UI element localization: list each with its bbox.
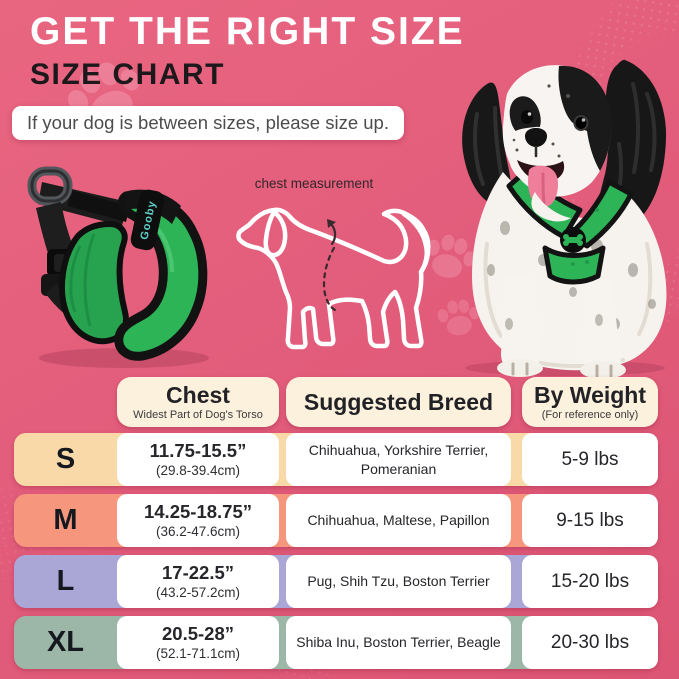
breed-cell: Shiba Inu, Boston Terrier, Beagle	[286, 616, 511, 669]
dog-right-eye	[573, 115, 589, 131]
weight-cell: 9-15 lbs	[522, 494, 658, 547]
dog-front-leg	[583, 280, 621, 374]
chest-cm: (52.1-71.1cm)	[155, 645, 241, 661]
dog-front-leg	[501, 276, 540, 372]
chest-cell: 11.75-15.5” (29.8-39.4cm)	[117, 433, 279, 486]
table-row-xl: XL 20.5-28” (52.1-71.1cm) Shiba Inu, Bos…	[14, 616, 658, 669]
chest-inches: 17-22.5”	[162, 562, 234, 584]
dog-left-eye	[521, 110, 533, 124]
harness-chest-band	[114, 191, 208, 361]
weight-range: 9-15 lbs	[556, 509, 624, 531]
brand-tag: Gooby	[130, 189, 165, 251]
table-header-row: Chest Widest Part of Dog's Torso Suggest…	[14, 377, 658, 427]
size-label: S	[55, 443, 76, 475]
harness-shadow	[39, 348, 209, 368]
breed-cell: Chihuahua, Maltese, Papillon	[286, 494, 511, 547]
weight-cell: 20-30 lbs	[522, 616, 658, 669]
page-subtitle: SIZE CHART	[30, 58, 225, 91]
harness-product-image: Gooby	[27, 166, 209, 368]
dog-nose	[525, 128, 547, 147]
breed-list: Chihuahua, Maltese, Papillon	[307, 512, 490, 529]
column-title: By Weight	[533, 382, 647, 409]
chest-cm: (29.8-39.4cm)	[155, 462, 241, 478]
weight-cell: 5-9 lbs	[522, 433, 658, 486]
breed-cell: Pug, Shih Tzu, Boston Terrier	[286, 555, 511, 608]
column-header-chest: Chest Widest Part of Dog's Torso	[117, 377, 279, 427]
breed-list: Pug, Shih Tzu, Boston Terrier	[307, 573, 490, 590]
dog-ear	[263, 209, 288, 258]
size-table: Chest Widest Part of Dog's Torso Suggest…	[14, 377, 658, 677]
chest-inches: 20.5-28”	[162, 623, 234, 645]
weight-range: 15-20 lbs	[550, 570, 630, 592]
sizing-notice: If your dog is between sizes, please siz…	[12, 106, 404, 140]
chest-cm: (36.2-47.6cm)	[155, 523, 241, 539]
table-row-l: L 17-22.5” (43.2-57.2cm) Pug, Shih Tzu, …	[14, 555, 658, 608]
breed-cell: Chihuahua, Yorkshire Terrier, Pomeranian	[286, 433, 511, 486]
table-row-m: M 14.25-18.75” (36.2-47.6cm) Chihuahua, …	[14, 494, 658, 547]
chest-cell: 17-22.5” (43.2-57.2cm)	[117, 555, 279, 608]
table-row-s: S 11.75-15.5” (29.8-39.4cm) Chihuahua, Y…	[14, 433, 658, 486]
weight-cell: 15-20 lbs	[522, 555, 658, 608]
weight-range: 20-30 lbs	[550, 631, 630, 653]
dog-outline	[236, 207, 431, 350]
size-label: XL	[46, 626, 85, 658]
column-subtitle: (For reference only)	[541, 408, 639, 421]
chest-inches: 14.25-18.75”	[143, 501, 252, 523]
chest-cell: 14.25-18.75” (36.2-47.6cm)	[117, 494, 279, 547]
column-header-weight: By Weight (For reference only)	[522, 377, 658, 427]
column-title: Suggested Breed	[303, 388, 494, 415]
weight-range: 5-9 lbs	[561, 448, 619, 470]
breed-list: Chihuahua, Yorkshire Terrier, Pomeranian	[308, 442, 489, 477]
chest-cm: (43.2-57.2cm)	[155, 584, 241, 600]
size-label: M	[53, 504, 78, 536]
breed-list: Shiba Inu, Boston Terrier, Beagle	[296, 634, 501, 651]
column-subtitle: Widest Part of Dog's Torso	[133, 408, 263, 421]
dog-measurement-diagram	[236, 207, 431, 350]
chest-cell: 20.5-28” (52.1-71.1cm)	[117, 616, 279, 669]
chest-inches: 11.75-15.5”	[149, 440, 247, 462]
dog-photo	[462, 59, 667, 378]
column-header-breed: Suggested Breed	[286, 377, 511, 427]
dog-tail	[401, 211, 430, 275]
chest-dashed-line	[322, 246, 337, 312]
chest-measurement-label: chest measurement	[254, 176, 374, 191]
page-title: GET THE RIGHT SIZE	[30, 10, 465, 53]
dog-left-ear	[462, 82, 511, 206]
measure-arrowhead	[327, 219, 336, 228]
muzzle-spots	[512, 84, 570, 158]
size-label: L	[56, 565, 75, 597]
column-title: Chest	[166, 382, 230, 409]
